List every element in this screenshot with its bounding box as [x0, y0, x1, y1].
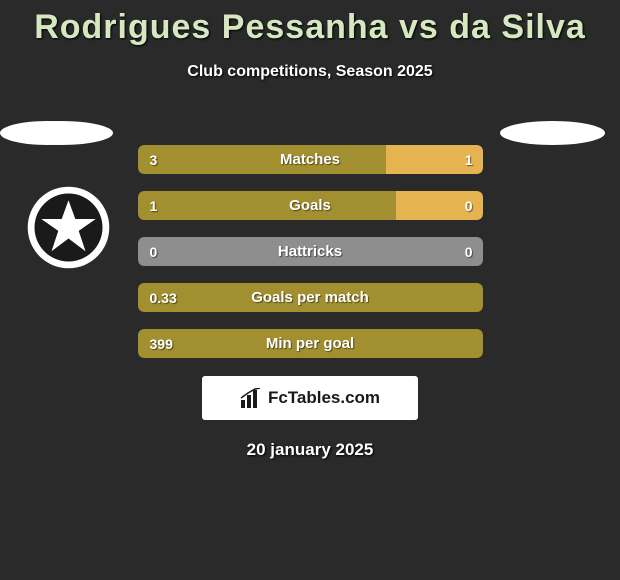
stat-label: Goals	[138, 197, 483, 214]
star-shield-icon	[26, 185, 111, 270]
subtitle: Club competitions, Season 2025	[0, 63, 620, 81]
stat-label: Matches	[138, 151, 483, 168]
stat-value-right: 0	[465, 198, 473, 214]
stats-area: 3 Matches 1 1 Goals 0 0 Hattricks 0 0.33…	[0, 121, 620, 460]
chart-bars-icon	[240, 388, 262, 408]
stat-row-goals: 1 Goals 0	[138, 191, 483, 220]
stat-value-right: 1	[465, 152, 473, 168]
club-left-logo	[26, 185, 111, 270]
player-left-avatar	[8, 121, 113, 145]
footer-date: 20 january 2025	[0, 440, 620, 460]
stat-label: Min per goal	[138, 335, 483, 352]
stat-rows: 3 Matches 1 1 Goals 0 0 Hattricks 0 0.33…	[138, 145, 483, 358]
stat-row-matches: 3 Matches 1	[138, 145, 483, 174]
watermark: FcTables.com	[202, 376, 418, 420]
stat-row-mpg: 399 Min per goal	[138, 329, 483, 358]
player-right-avatar	[500, 121, 605, 145]
stat-label: Goals per match	[138, 289, 483, 306]
stat-row-gpm: 0.33 Goals per match	[138, 283, 483, 312]
watermark-text: FcTables.com	[268, 388, 380, 408]
stat-row-hattricks: 0 Hattricks 0	[138, 237, 483, 266]
page-title: Rodrigues Pessanha vs da Silva	[0, 0, 620, 47]
stat-value-right: 0	[465, 244, 473, 260]
stat-label: Hattricks	[138, 243, 483, 260]
